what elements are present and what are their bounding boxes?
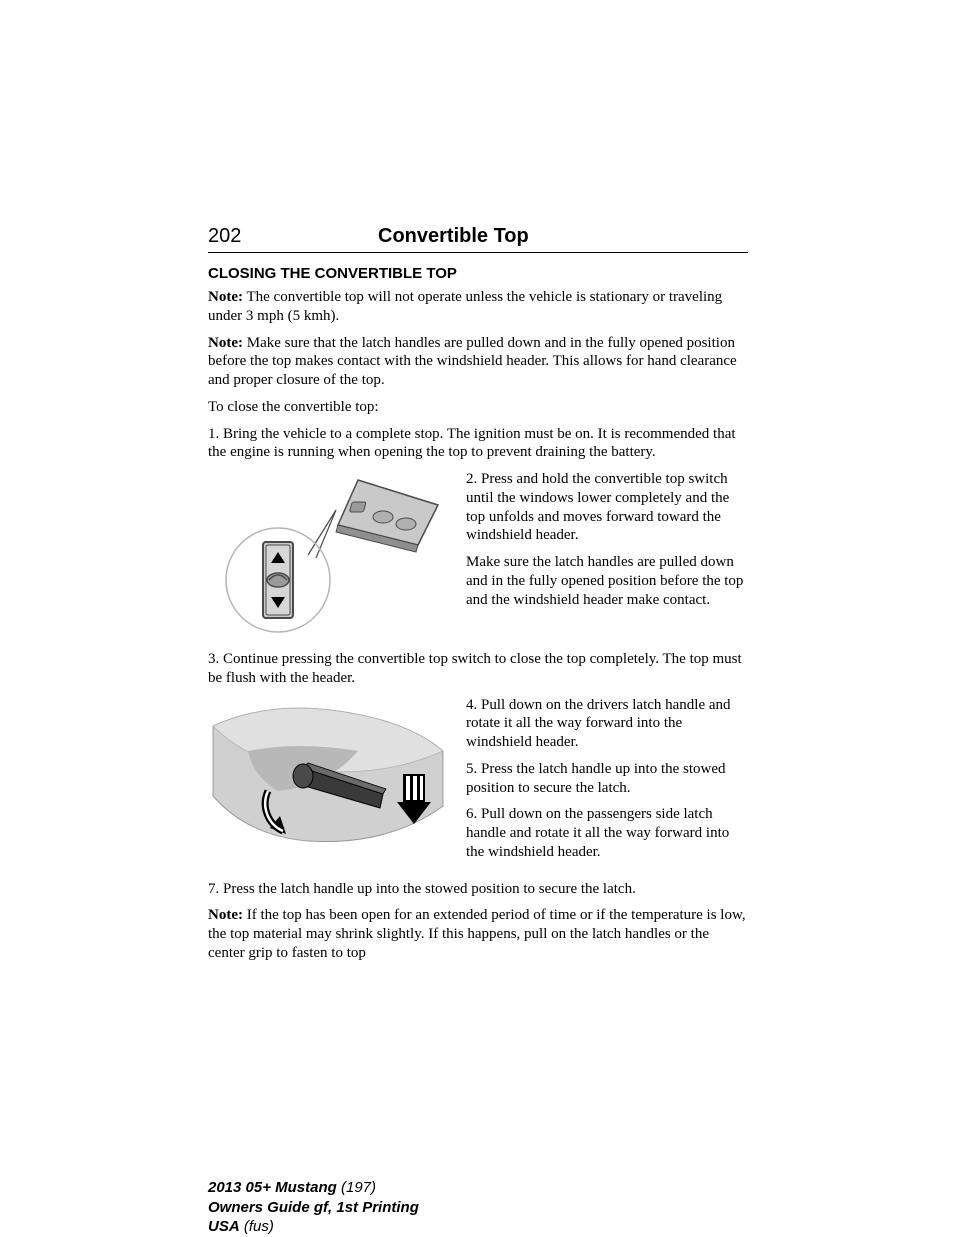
footer-line-2: Owners Guide gf, 1st Printing [208,1198,419,1218]
page-number: 202 [208,225,378,248]
note-text: Make sure that the latch handles are pul… [208,335,737,389]
latch-handle-icon [208,696,448,856]
step-4: 4. Pull down on the drivers latch handle… [466,696,748,752]
step-6: 6. Pull down on the passengers side latc… [466,805,748,861]
page-footer: 2013 05+ Mustang (197) Owners Guide gf, … [208,1178,419,1237]
chapter-title: Convertible Top [378,225,529,248]
note-2: Note: Make sure that the latch handles a… [208,334,748,390]
section-heading: CLOSING THE CONVERTIBLE TOP [208,265,748,282]
figure-row-1: 2. Press and hold the convertible top sw… [208,470,748,640]
footer-line-3: USA (fus) [208,1217,419,1237]
footer-suffix: (fus) [240,1218,274,1235]
switch-illustration [208,470,448,640]
figure2-text: 4. Pull down on the drivers latch handle… [466,696,748,870]
figure-row-2: 4. Pull down on the drivers latch handle… [208,696,748,870]
step-7: 7. Press the latch handle up into the st… [208,880,748,899]
step-2b: Make sure the latch handles are pulled d… [466,553,748,609]
intro-text: To close the convertible top: [208,398,748,417]
page-header: 202 Convertible Top [208,225,748,253]
step-1: 1. Bring the vehicle to a complete stop.… [208,425,748,463]
step-5: 5. Press the latch handle up into the st… [466,760,748,798]
latch-illustration [208,696,448,856]
footer-region: USA [208,1218,240,1235]
page-content: 202 Convertible Top CLOSING THE CONVERTI… [208,225,748,971]
note-label: Note: [208,335,243,351]
step-3: 3. Continue pressing the convertible top… [208,650,748,688]
note-3: Note: If the top has been open for an ex… [208,906,748,962]
note-1: Note: The convertible top will not opera… [208,288,748,326]
figure1-text: 2. Press and hold the convertible top sw… [466,470,748,617]
convertible-switch-icon [208,470,448,640]
note-label: Note: [208,907,243,923]
footer-model: 2013 05+ Mustang [208,1179,337,1196]
note-label: Note: [208,289,243,305]
note-text: The convertible top will not operate unl… [208,289,722,324]
step-2: 2. Press and hold the convertible top sw… [466,470,748,545]
note-text: If the top has been open for an extended… [208,907,746,961]
footer-code: (197) [337,1179,376,1196]
footer-line-1: 2013 05+ Mustang (197) [208,1178,419,1198]
